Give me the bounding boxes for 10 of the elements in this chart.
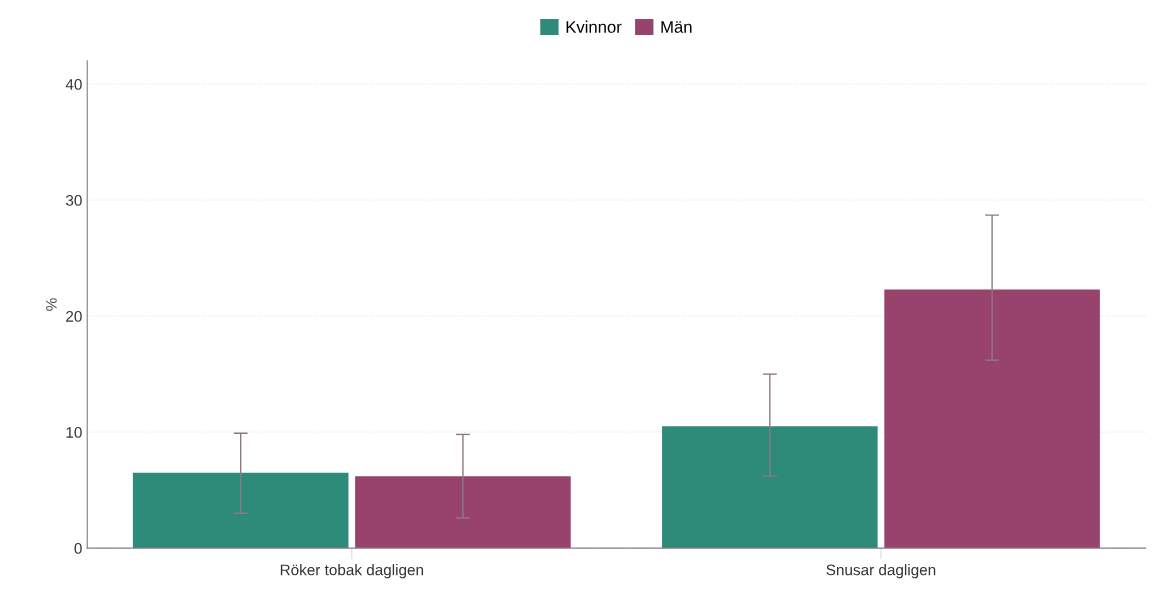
y-tick-label: 10 <box>66 426 82 438</box>
x-tick-label: Snusar dagligen <box>826 564 936 579</box>
y-axis-title: % <box>46 298 57 311</box>
y-tick-label: 30 <box>65 194 82 206</box>
legend-label: Män <box>661 21 692 33</box>
x-tick-label: Röker tobak dagligen <box>280 564 424 579</box>
legend-label: Kvinnor <box>566 20 622 33</box>
y-tick-label: 40 <box>65 78 82 90</box>
y-tick-label: 20 <box>66 310 82 322</box>
y-tick-label: 0 <box>74 542 82 554</box>
